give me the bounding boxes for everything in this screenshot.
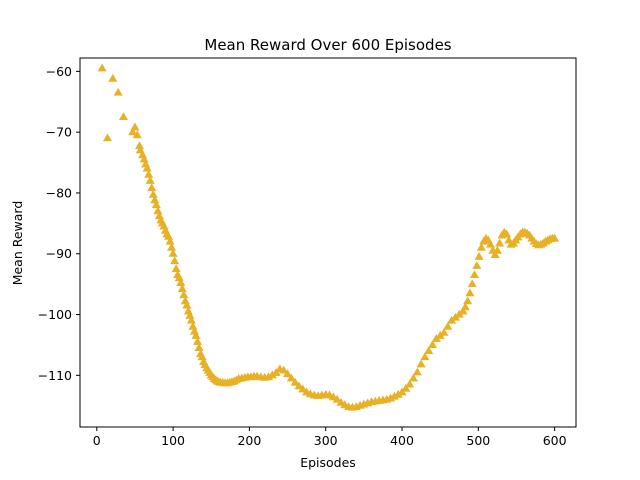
y-axis: −110 −100 −90 −80 −70 −60 — [38, 64, 80, 383]
data-point — [502, 229, 512, 238]
data-point — [171, 264, 181, 272]
y-tick-label: −80 — [46, 185, 72, 200]
data-point — [130, 122, 140, 131]
data-point — [191, 331, 201, 339]
data-point — [467, 279, 477, 288]
x-tick-label: 500 — [466, 433, 490, 448]
y-tick-label: −100 — [38, 307, 72, 322]
data-point — [128, 127, 138, 136]
data-point — [165, 236, 175, 245]
data-point — [176, 278, 186, 286]
data-point — [420, 352, 430, 361]
data-point — [460, 302, 470, 311]
data-point — [495, 238, 505, 247]
data-point — [118, 112, 129, 120]
data-point — [463, 296, 473, 305]
data-point — [332, 394, 342, 403]
data-point — [193, 337, 203, 345]
data-point — [168, 248, 178, 257]
data-point — [167, 242, 177, 251]
data-point — [439, 327, 449, 336]
data-point — [458, 306, 468, 315]
data-point — [550, 233, 560, 242]
x-axis: 0 100 200 300 400 500 600 — [93, 427, 567, 448]
x-tick-label: 200 — [237, 433, 261, 448]
y-tick-label: −70 — [46, 125, 72, 140]
data-point — [170, 256, 180, 265]
x-tick-label: 600 — [543, 433, 567, 448]
data-point — [290, 377, 300, 386]
data-point — [486, 239, 496, 248]
data-point — [148, 189, 158, 198]
x-tick-label: 0 — [93, 433, 101, 448]
data-point — [142, 163, 152, 172]
data-point — [113, 87, 123, 96]
y-tick-label: −90 — [46, 246, 72, 261]
data-point — [108, 73, 118, 82]
y-axis-label: Mean Reward — [10, 201, 25, 286]
data-point — [132, 130, 142, 139]
data-point — [145, 175, 155, 184]
data-point — [408, 373, 418, 382]
data-point — [194, 343, 204, 352]
data-point — [151, 200, 161, 209]
data-point — [424, 346, 434, 355]
data-point — [474, 251, 484, 260]
scatter-points — [97, 63, 560, 411]
data-point — [490, 250, 500, 258]
data-point — [405, 379, 415, 388]
data-point — [416, 359, 426, 368]
x-axis-label: Episodes — [300, 455, 356, 470]
data-point — [147, 183, 157, 192]
data-point — [470, 270, 480, 279]
data-point — [177, 284, 187, 293]
data-point — [476, 242, 486, 251]
data-point — [286, 373, 296, 382]
data-point — [179, 290, 189, 299]
data-point — [144, 169, 154, 178]
data-point — [443, 321, 453, 330]
data-point — [472, 261, 482, 269]
data-point — [428, 340, 438, 348]
data-point — [412, 367, 422, 376]
plot-area — [79, 57, 577, 428]
x-tick-label: 300 — [314, 433, 338, 448]
chart-title: Mean Reward Over 600 Episodes — [204, 36, 451, 54]
y-tick-label: −110 — [38, 368, 72, 383]
data-point — [492, 245, 502, 254]
data-point — [279, 365, 289, 374]
data-point — [102, 133, 112, 142]
data-point — [186, 315, 196, 324]
y-tick-label: −60 — [46, 64, 72, 79]
data-point — [465, 288, 475, 297]
x-tick-label: 100 — [161, 433, 185, 448]
data-point — [401, 383, 411, 392]
data-point — [294, 381, 304, 390]
data-point — [97, 63, 107, 72]
x-tick-label: 400 — [390, 433, 414, 448]
data-point — [283, 369, 293, 378]
data-point — [298, 384, 308, 393]
data-point — [182, 300, 192, 309]
